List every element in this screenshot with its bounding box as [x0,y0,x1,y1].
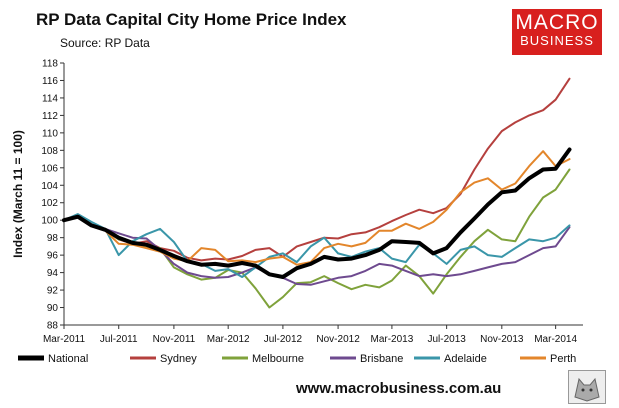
x-tick-label: Mar-2011 [43,334,85,345]
y-tick-label: 116 [42,76,58,87]
chart-title: RP Data Capital City Home Price Index [36,10,347,29]
y-tick-label: 104 [41,181,58,192]
y-tick-label: 92 [47,286,59,297]
y-tick-label: 108 [41,146,58,157]
y-tick-label: 118 [42,59,58,70]
series-line-perth [63,150,571,266]
x-tick-label: Jul-2013 [427,334,466,345]
x-tick-label: Nov-2011 [153,334,196,345]
x-tick-label: Jul-2012 [264,334,303,345]
y-tick-label: 94 [47,268,59,279]
brand-line-1: MACRO [515,11,599,34]
series-line-adelaide [63,213,571,278]
y-tick-label: 106 [41,163,58,174]
y-tick-label: 100 [41,216,58,227]
y-tick-label: 110 [42,128,58,139]
brand-logo: MACRO BUSINESS [512,9,602,55]
x-tick-label: Jul-2011 [100,334,138,345]
y-tick-label: 102 [41,198,58,209]
y-tick-label: 96 [47,251,59,262]
y-tick-label: 98 [47,233,59,244]
y-axis-label: Index (March 11 = 100) [11,130,25,258]
series-line-sydney [63,77,571,262]
legend-label-perth: Perth [550,353,576,365]
y-tick-label: 114 [42,93,58,104]
legend-label-brisbane: Brisbane [360,353,403,365]
x-tick-label: Nov-2012 [316,334,360,345]
x-tick-label: Mar-2014 [534,334,577,345]
brand-line-2: BUSINESS [520,33,594,48]
legend-label-sydney: Sydney [160,353,197,365]
series-line-brisbane [63,214,571,286]
y-tick-label: 88 [47,321,59,332]
legend-label-melbourne: Melbourne [252,353,304,365]
website-url[interactable]: www.macrobusiness.com.au [296,380,502,397]
x-tick-label: Mar-2013 [371,334,414,345]
legend-label-adelaide: Adelaide [444,353,487,365]
x-tick-label: Mar-2012 [207,334,250,345]
y-tick-label: 90 [47,303,59,314]
wolf-logo-icon [568,370,606,404]
x-tick-label: Nov-2013 [480,334,524,345]
chart-subtitle: Source: RP Data [60,36,150,50]
legend-label-national: National [48,353,88,365]
y-tick-label: 112 [42,111,58,122]
series-line-national [62,147,572,279]
